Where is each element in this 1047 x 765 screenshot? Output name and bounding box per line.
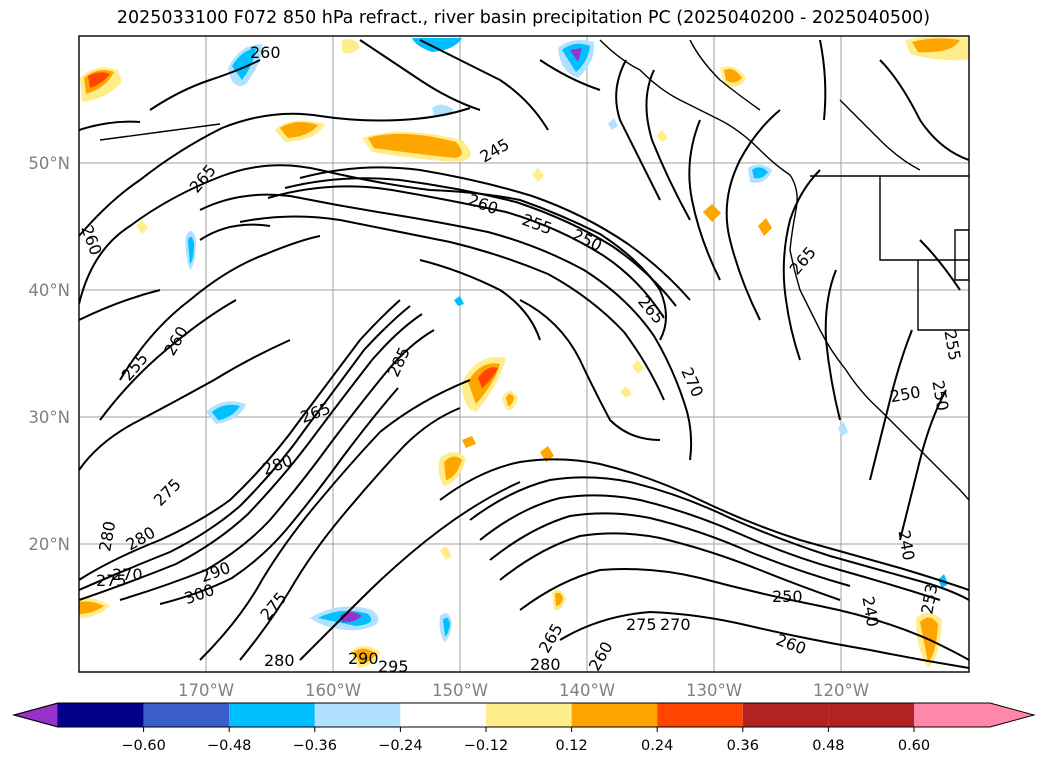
colorbar-tick-label: 0.24 [641, 738, 673, 754]
lon-label: 160°W [305, 681, 361, 700]
coastlines [99, 39, 969, 501]
colorbar-segment [657, 703, 743, 727]
colorbar-tick-label: 0.60 [898, 738, 930, 754]
lat-label: 30°N [28, 408, 70, 427]
colorbar-extend-high-tip [914, 703, 1034, 727]
map-title: 2025033100 F072 850 hPa refract., river … [116, 8, 931, 28]
contour-label: 270 [112, 565, 143, 584]
lat-label: 20°N [28, 535, 70, 554]
colorbar-tick-label: −0.48 [207, 738, 251, 754]
colorbar-segment [314, 703, 401, 727]
graticule [79, 36, 969, 672]
colorbar-tick-label: 0.48 [812, 738, 844, 754]
lat-label: 50°N [28, 154, 70, 173]
colorbar-segment [143, 703, 230, 727]
colorbar-segment [400, 703, 486, 727]
contour-label: 290 [348, 649, 379, 668]
colorbar-extend-high [828, 703, 914, 727]
lon-label: 140°W [559, 681, 615, 700]
colorbar-segment [58, 703, 144, 727]
map-frame [78, 35, 970, 673]
colorbar-segment [229, 703, 315, 727]
map-area [78, 35, 970, 673]
colorbar-tick-label: −0.24 [378, 738, 422, 754]
colorbar-ticks [143, 727, 915, 732]
colorbar-tick-label: −0.12 [464, 738, 508, 754]
longitude-labels: 170°W 160°W 150°W 140°W 130°W 120°W [178, 681, 869, 700]
colorbar: −0.60 −0.48 −0.36 −0.24 −0.12 0.12 0.24 … [12, 702, 1036, 754]
colorbar-segment [571, 703, 658, 727]
contour-label: 275 [626, 615, 657, 634]
colorbar-tick-label: −0.60 [121, 738, 165, 754]
colorbar-tick-label: 0.12 [555, 738, 587, 754]
lat-label: 40°N [28, 281, 70, 300]
lon-label: 120°W [813, 681, 869, 700]
colorbar-tick-label: −0.36 [293, 738, 337, 754]
contour-label: 295 [378, 657, 409, 676]
colorbar-segment [486, 703, 572, 727]
lon-label: 130°W [686, 681, 742, 700]
contour-label: 270 [660, 615, 691, 634]
contour-label: 275 [96, 571, 127, 590]
lon-label: 170°W [178, 681, 234, 700]
map-background [79, 36, 969, 672]
colorbar-outline [12, 702, 1036, 728]
lon-label: 150°W [432, 681, 488, 700]
colorbar-tick-labels: −0.60 −0.48 −0.36 −0.24 −0.12 0.12 0.24 … [121, 738, 930, 754]
colorbar-segment [742, 703, 829, 727]
latitude-labels: 50°N 40°N 30°N 20°N [28, 154, 70, 554]
contour-label: 280 [264, 651, 295, 670]
contour-label: 250 [772, 587, 803, 606]
contour-label: 260 [250, 43, 281, 62]
contour-label: 280 [530, 655, 561, 674]
colorbar-extend-low [12, 702, 59, 728]
refractivity-contours [79, 39, 969, 669]
colorbar-tick-label: 0.36 [727, 738, 759, 754]
